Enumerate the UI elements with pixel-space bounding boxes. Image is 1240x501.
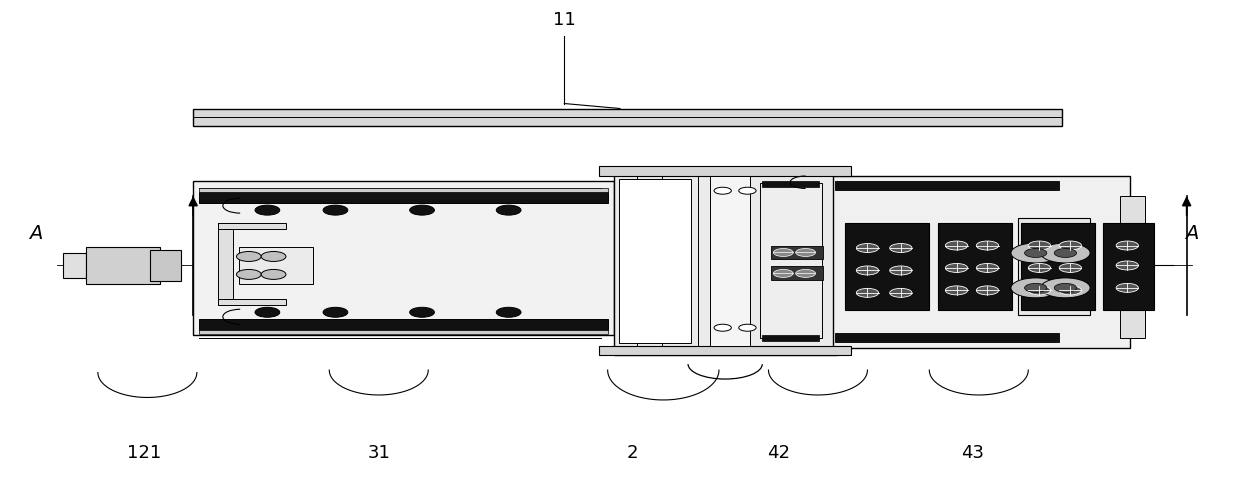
Circle shape bbox=[976, 286, 998, 295]
Circle shape bbox=[496, 307, 521, 317]
Bar bbox=[763, 335, 820, 341]
Circle shape bbox=[1059, 264, 1081, 273]
Circle shape bbox=[857, 266, 879, 275]
Circle shape bbox=[1116, 284, 1138, 293]
Bar bbox=[150, 249, 181, 282]
Circle shape bbox=[262, 270, 286, 280]
Circle shape bbox=[774, 270, 794, 278]
Circle shape bbox=[857, 243, 879, 253]
Circle shape bbox=[1054, 284, 1076, 293]
Circle shape bbox=[796, 270, 816, 278]
Bar bbox=[763, 181, 820, 187]
Bar bbox=[771, 267, 823, 281]
Bar bbox=[193, 181, 614, 335]
Circle shape bbox=[945, 241, 967, 250]
Bar bbox=[711, 176, 750, 346]
Bar bbox=[1120, 196, 1145, 338]
Bar bbox=[771, 245, 823, 260]
Bar bbox=[599, 166, 852, 176]
Text: A: A bbox=[1185, 223, 1198, 242]
Circle shape bbox=[1024, 284, 1047, 293]
Bar bbox=[937, 223, 1012, 310]
Circle shape bbox=[237, 270, 262, 280]
Circle shape bbox=[945, 264, 967, 273]
Circle shape bbox=[255, 307, 280, 317]
Bar bbox=[200, 330, 608, 334]
Circle shape bbox=[1116, 241, 1138, 250]
Circle shape bbox=[1028, 241, 1050, 250]
Text: 43: 43 bbox=[961, 444, 985, 462]
Text: A: A bbox=[30, 223, 42, 242]
Bar bbox=[833, 176, 1130, 348]
Bar bbox=[193, 109, 1061, 126]
Bar bbox=[760, 183, 822, 338]
Circle shape bbox=[1059, 241, 1081, 250]
Circle shape bbox=[262, 252, 286, 262]
Circle shape bbox=[714, 187, 732, 194]
Circle shape bbox=[1028, 286, 1050, 295]
Bar bbox=[599, 346, 852, 355]
Bar bbox=[1021, 223, 1095, 310]
Bar bbox=[218, 223, 286, 229]
Circle shape bbox=[324, 205, 347, 215]
Circle shape bbox=[1011, 243, 1060, 263]
Bar bbox=[1102, 223, 1154, 310]
Bar bbox=[836, 181, 1059, 190]
Bar bbox=[218, 299, 286, 305]
Circle shape bbox=[409, 307, 434, 317]
Circle shape bbox=[496, 205, 521, 215]
Circle shape bbox=[1024, 248, 1047, 258]
Bar bbox=[86, 246, 160, 285]
Circle shape bbox=[714, 324, 732, 331]
Circle shape bbox=[945, 286, 967, 295]
Bar bbox=[200, 192, 608, 203]
Bar bbox=[218, 223, 233, 305]
Circle shape bbox=[774, 248, 794, 257]
Bar bbox=[200, 188, 608, 192]
Bar bbox=[846, 223, 929, 310]
Circle shape bbox=[739, 324, 756, 331]
Circle shape bbox=[796, 248, 816, 257]
Circle shape bbox=[255, 205, 280, 215]
Circle shape bbox=[1011, 278, 1060, 298]
Circle shape bbox=[324, 307, 347, 317]
Bar bbox=[619, 179, 691, 343]
Circle shape bbox=[739, 187, 756, 194]
Circle shape bbox=[857, 289, 879, 297]
Text: 2: 2 bbox=[626, 444, 639, 462]
Text: 31: 31 bbox=[367, 444, 391, 462]
Circle shape bbox=[976, 241, 998, 250]
Text: 42: 42 bbox=[766, 444, 790, 462]
Text: 121: 121 bbox=[126, 444, 161, 462]
Circle shape bbox=[1028, 264, 1050, 273]
Bar bbox=[836, 333, 1059, 342]
Circle shape bbox=[1054, 248, 1076, 258]
Circle shape bbox=[237, 252, 262, 262]
Bar bbox=[200, 319, 608, 330]
Bar bbox=[239, 246, 314, 285]
Circle shape bbox=[890, 243, 911, 253]
Circle shape bbox=[1040, 278, 1090, 298]
Circle shape bbox=[976, 264, 998, 273]
Circle shape bbox=[1040, 243, 1090, 263]
Circle shape bbox=[409, 205, 434, 215]
Bar bbox=[1018, 218, 1090, 315]
Bar bbox=[614, 168, 837, 355]
Bar bbox=[63, 253, 86, 278]
Text: 11: 11 bbox=[553, 11, 575, 29]
Circle shape bbox=[890, 289, 911, 297]
Circle shape bbox=[1059, 286, 1081, 295]
Circle shape bbox=[1116, 261, 1138, 270]
Circle shape bbox=[890, 266, 911, 275]
